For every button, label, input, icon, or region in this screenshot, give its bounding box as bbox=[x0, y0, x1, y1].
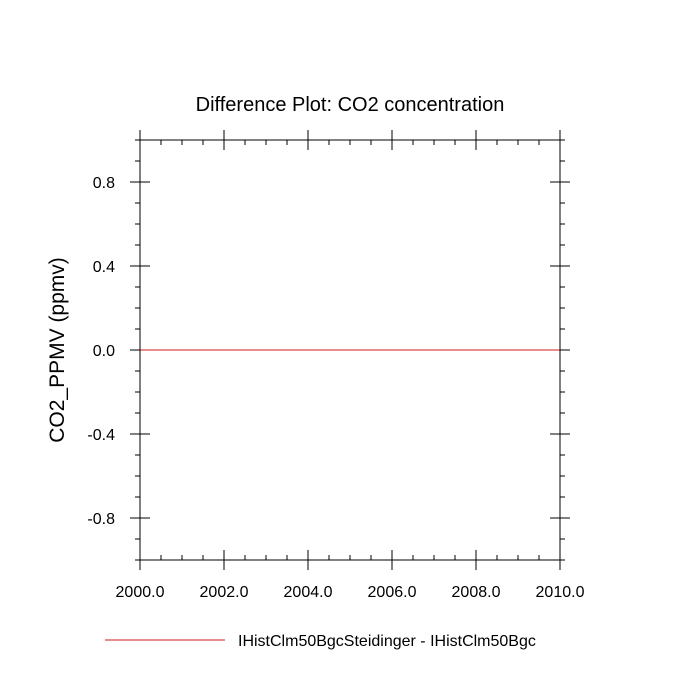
x-tick-labels: 2000.0 2002.0 2004.0 2006.0 2008.0 2010.0 bbox=[116, 584, 585, 601]
x-tick-label: 2002.0 bbox=[200, 584, 249, 601]
chart-title: Difference Plot: CO2 concentration bbox=[196, 94, 505, 116]
x-tick-label: 2000.0 bbox=[116, 584, 165, 601]
x-tick-label: 2010.0 bbox=[536, 584, 585, 601]
y-tick-labels: -0.8 -0.4 0.0 0.4 0.8 bbox=[87, 175, 115, 528]
y-axis-label: CO2_PPMV (ppmv) bbox=[46, 257, 69, 443]
y-tick-label: -0.8 bbox=[87, 511, 115, 528]
x-tick-label: 2004.0 bbox=[284, 584, 333, 601]
legend-label: IHistClm50BgcSteidinger - IHistClm50Bgc bbox=[238, 633, 536, 650]
x-tick-label: 2008.0 bbox=[452, 584, 501, 601]
y-tick-label: 0.0 bbox=[93, 343, 115, 360]
y-tick-label: -0.4 bbox=[87, 427, 115, 444]
y-tick-label: 0.8 bbox=[93, 175, 115, 192]
x-tick-label: 2006.0 bbox=[368, 584, 417, 601]
legend: IHistClm50BgcSteidinger - IHistClm50Bgc bbox=[105, 633, 536, 650]
y-tick-label: 0.4 bbox=[93, 259, 115, 276]
